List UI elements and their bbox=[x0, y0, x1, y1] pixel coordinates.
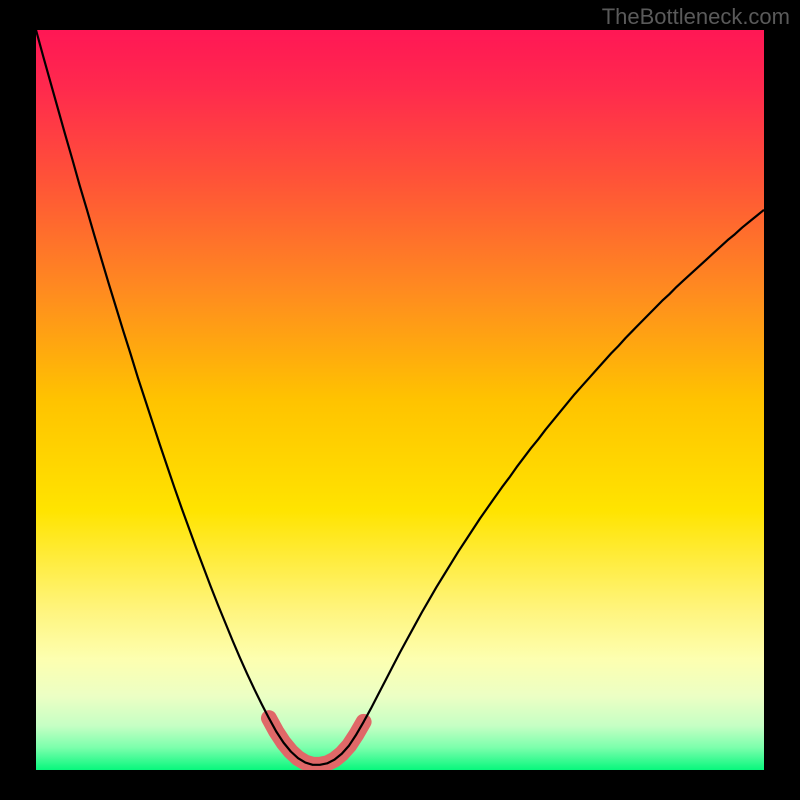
plot-svg bbox=[36, 30, 764, 770]
watermark-text: TheBottleneck.com bbox=[602, 4, 790, 30]
chart-container: TheBottleneck.com bbox=[0, 0, 800, 800]
plot-area bbox=[36, 30, 764, 770]
